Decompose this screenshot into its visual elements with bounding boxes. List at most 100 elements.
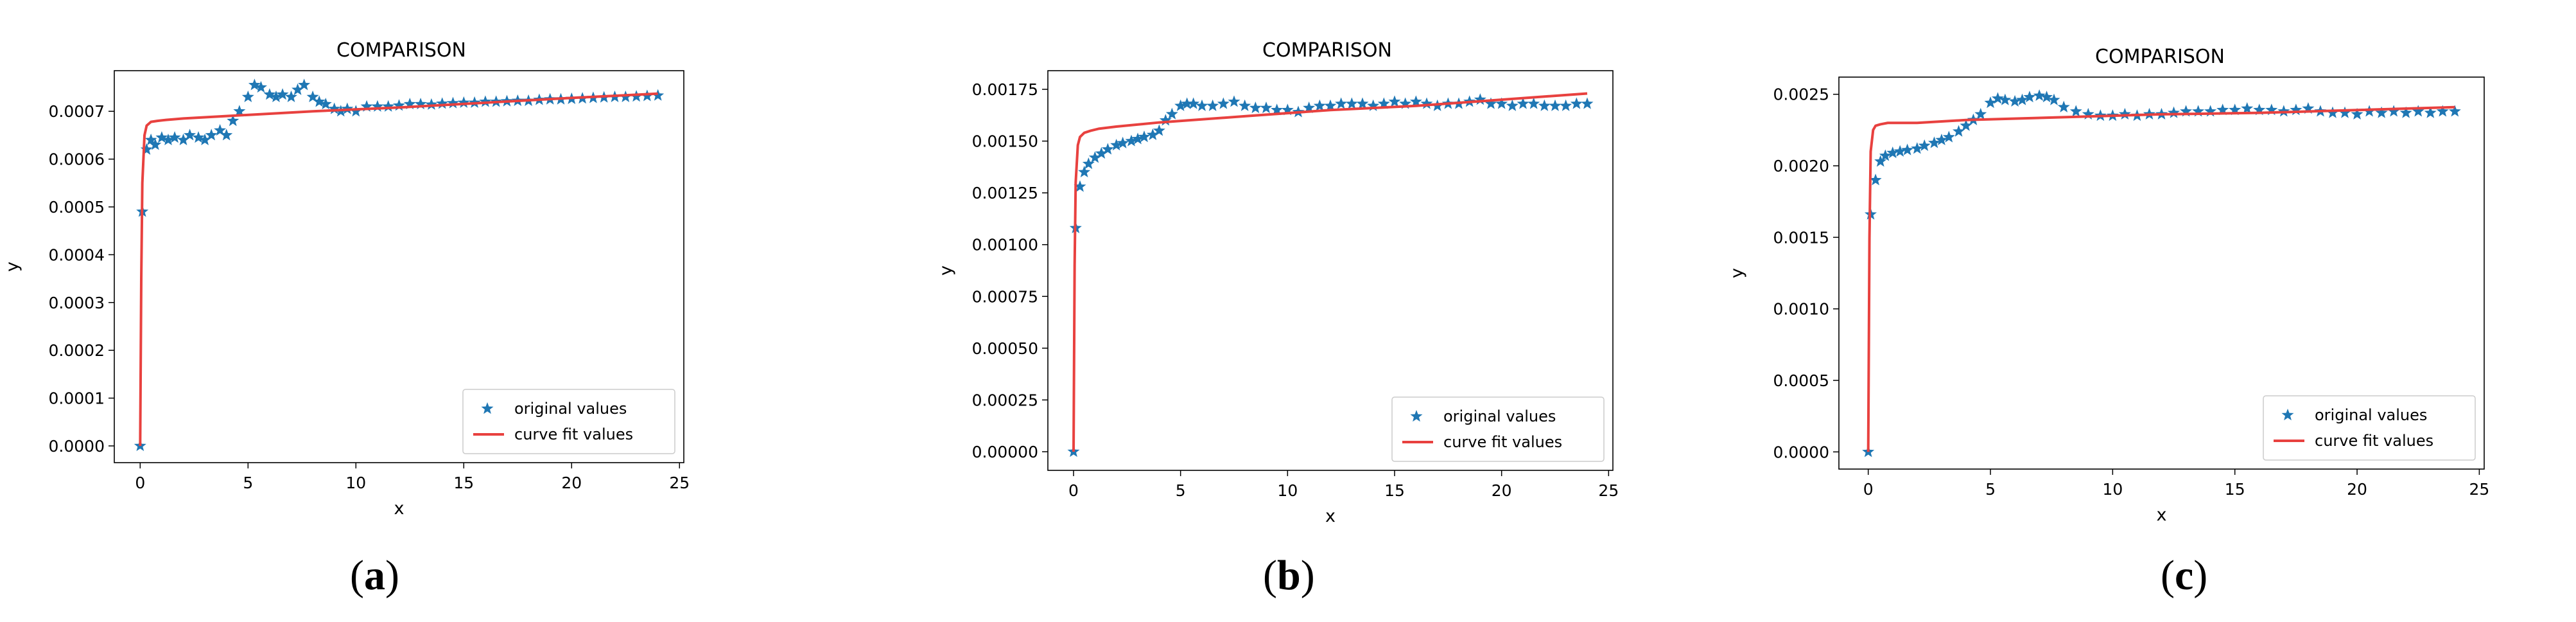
data-point <box>2277 105 2290 117</box>
data-point <box>2057 100 2070 112</box>
data-point <box>1165 107 1178 120</box>
data-point <box>1082 157 1095 170</box>
data-point <box>403 98 416 110</box>
chart-panel-b: COMPARISON 0 5 10 15 20 25 0.00000 0.00025 0.0005… <box>858 0 1717 622</box>
data-point <box>1942 130 1955 143</box>
x-tick-label: 5 <box>1176 481 1186 500</box>
data-point <box>276 88 289 100</box>
data-point <box>392 99 406 111</box>
data-point <box>1560 99 1572 111</box>
legend-label-curve-fit: curve fit values <box>514 425 633 443</box>
data-point <box>2265 103 2278 116</box>
data-point <box>1935 133 1948 146</box>
data-point <box>2351 107 2363 120</box>
legend-marker-original <box>481 402 494 414</box>
y-tick-label: 0.0015 <box>1773 228 1829 247</box>
data-point <box>1281 103 1294 116</box>
curve-fit-line <box>139 92 658 446</box>
data-point <box>292 83 304 95</box>
data-point <box>1260 102 1273 114</box>
data-point <box>2216 103 2229 116</box>
x-tick-label: 25 <box>1598 481 1619 500</box>
data-point <box>1101 143 1114 155</box>
x-tick-label: 15 <box>453 474 474 492</box>
y-tick-label: 0.0020 <box>1773 157 1829 175</box>
data-point <box>233 105 246 117</box>
data-point <box>1228 95 1240 107</box>
y-tick-label: 0.0006 <box>49 150 105 169</box>
data-point <box>263 88 276 100</box>
data-point <box>1538 99 1551 111</box>
data-point <box>371 100 384 112</box>
legend-marker-original <box>2281 409 2294 421</box>
data-point <box>155 131 168 143</box>
data-point <box>2326 106 2339 118</box>
x-tick-label: 5 <box>243 474 253 492</box>
data-point <box>2290 103 2302 116</box>
data-point <box>1217 97 1230 109</box>
data-point <box>2399 106 2412 118</box>
data-point <box>192 131 205 143</box>
data-point <box>436 97 449 109</box>
data-point <box>1239 99 1251 111</box>
y-tick-label: 0.00000 <box>972 443 1038 461</box>
x-tick-label: 10 <box>345 474 366 492</box>
x-tick-label: 20 <box>1492 481 1512 500</box>
caption-a: (a) <box>350 552 399 599</box>
data-point <box>285 90 298 102</box>
y-axis-label: y <box>3 262 22 272</box>
data-point <box>1420 97 1433 109</box>
data-point <box>425 98 438 110</box>
data-point <box>1879 149 1892 161</box>
y-tick-label: 0.00075 <box>972 287 1038 306</box>
y-tick-label: 0.00150 <box>972 132 1038 151</box>
legend-label-original: original values <box>1443 407 1556 425</box>
data-point <box>1474 93 1486 105</box>
x-tick-label: 25 <box>2469 480 2489 499</box>
data-point <box>328 102 341 114</box>
data-point <box>1074 180 1086 192</box>
data-point <box>2436 105 2449 117</box>
data-point <box>298 78 311 91</box>
data-point <box>1549 99 1562 111</box>
y-tick-label: 0.0007 <box>49 102 105 121</box>
x-tick-label: 15 <box>1384 481 1405 500</box>
x-tick-label: 5 <box>1985 480 1996 499</box>
plot-frame <box>114 70 684 463</box>
plot-frame <box>1047 70 1614 471</box>
chart-panel-a: COMPARISON 0 5 10 15 20 25 0.0000 0.0001 0.0002 0.… <box>0 0 858 622</box>
x-tick-label: 10 <box>1277 481 1298 500</box>
data-point <box>198 133 211 145</box>
data-point <box>1999 93 2012 105</box>
data-point <box>1484 97 1497 109</box>
y-tick-label: 0.0005 <box>49 198 105 217</box>
data-point <box>319 98 332 110</box>
data-point <box>414 98 427 110</box>
y-tick-label: 0.0001 <box>49 389 105 408</box>
legend-box <box>1391 396 1605 462</box>
data-point <box>1984 96 1997 109</box>
chart-title: COMPARISON <box>336 39 466 62</box>
data-point <box>168 131 181 143</box>
data-point <box>184 129 196 141</box>
data-point <box>2168 106 2180 118</box>
data-point <box>1303 102 1316 114</box>
data-point <box>1901 143 1914 156</box>
data-point <box>1196 99 1208 111</box>
data-point <box>2008 94 2021 107</box>
data-point <box>1581 97 1594 109</box>
data-point <box>254 81 267 93</box>
data-point <box>2448 105 2461 117</box>
chart-panel-c: COMPARISON 0 5 10 15 20 25 0.0000 0.0005 0.0010 0.… <box>1717 0 2576 622</box>
data-point <box>227 114 239 127</box>
data-point <box>2375 106 2388 118</box>
data-point <box>1110 139 1123 151</box>
data-point <box>2041 91 2053 103</box>
data-point <box>149 138 162 150</box>
data-point <box>2253 103 2266 116</box>
chart-c: COMPARISON 0 5 10 15 20 25 0.0000 0.0005 0.0010 0.… <box>1727 46 2489 525</box>
data-point <box>1893 145 1906 157</box>
data-point <box>1206 99 1219 111</box>
data-point <box>1991 92 2004 104</box>
data-point <box>1495 97 1508 109</box>
